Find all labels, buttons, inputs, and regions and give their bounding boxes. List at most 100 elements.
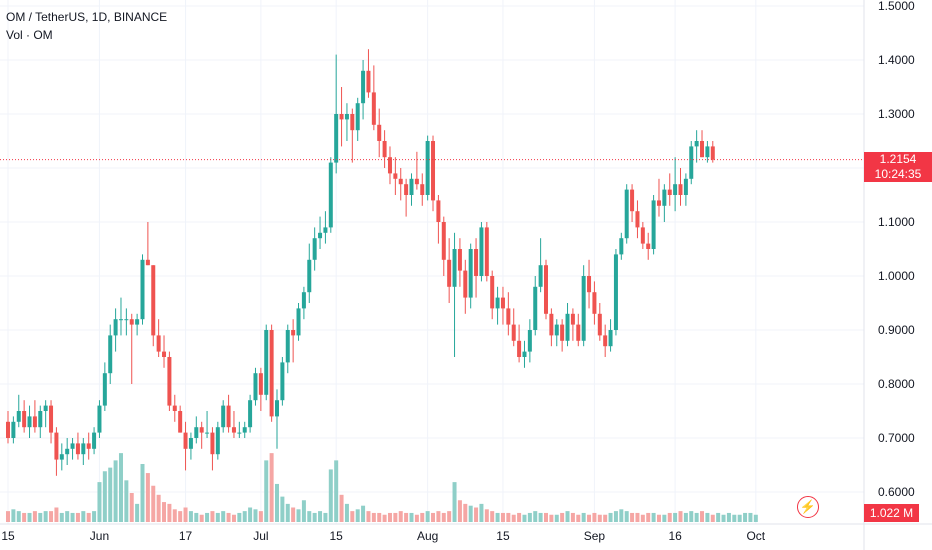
volume-bar	[608, 512, 613, 522]
volume-bar	[183, 507, 188, 522]
candle	[275, 389, 279, 449]
candle-body	[145, 259, 150, 266]
candle-body	[694, 141, 699, 147]
candle-body	[16, 411, 21, 422]
volume-bar	[743, 512, 748, 522]
candle-body	[366, 70, 371, 93]
candle-body	[140, 259, 145, 320]
time-tick-label: 15	[330, 529, 344, 543]
candle-body	[646, 243, 651, 249]
volume-bar	[538, 512, 543, 522]
volume-bar	[592, 512, 597, 522]
candle	[533, 276, 538, 336]
volume-bar	[484, 509, 489, 522]
time-tick-label: 16	[668, 529, 682, 543]
candle-body	[118, 319, 123, 321]
volume-bar	[646, 512, 651, 522]
volume-bar	[544, 512, 548, 522]
candle-body	[479, 227, 484, 276]
candle	[619, 232, 624, 260]
volume-bar	[414, 514, 419, 522]
volume-bar	[118, 453, 123, 522]
candle	[409, 173, 414, 206]
candle	[613, 249, 618, 336]
candle-body	[86, 443, 91, 449]
candle	[269, 324, 274, 422]
volume-bar	[350, 511, 355, 522]
candle	[22, 400, 27, 433]
candle	[312, 227, 317, 271]
candle-body	[420, 184, 425, 195]
candle	[425, 135, 430, 201]
candle	[258, 367, 263, 411]
volume-bar	[361, 505, 366, 522]
candle-body	[11, 421, 16, 438]
volume-bar	[382, 514, 387, 522]
candle-body	[447, 259, 452, 287]
candle-body	[490, 276, 495, 309]
volume-bar	[500, 512, 505, 522]
candle-body	[54, 432, 59, 460]
candle-body	[92, 432, 97, 449]
candle	[484, 222, 489, 282]
candle-body	[554, 324, 559, 336]
candle	[371, 65, 376, 131]
candle-body	[667, 189, 672, 195]
candle	[226, 394, 231, 433]
volume-label[interactable]: Vol · OM	[6, 28, 53, 42]
candle-body	[344, 114, 349, 120]
candle-body	[296, 308, 301, 336]
candle	[468, 243, 473, 309]
candle	[517, 324, 522, 363]
candle	[587, 259, 592, 309]
candle	[199, 421, 204, 449]
symbol-title[interactable]: OM / TetherUS, 1D, BINANCE	[6, 10, 168, 24]
volume-bar	[732, 514, 737, 522]
volume-bar	[748, 512, 753, 522]
candle	[350, 108, 355, 163]
candle-body	[32, 416, 37, 428]
candle	[285, 324, 290, 374]
volume-bar	[140, 464, 145, 522]
candle	[301, 286, 306, 320]
candle-body	[613, 254, 618, 330]
volume-bar	[656, 514, 661, 522]
candle-body	[151, 265, 156, 336]
candle-body	[221, 405, 226, 428]
volume-bar	[65, 511, 70, 522]
candle-body	[441, 222, 446, 260]
volume-bar	[312, 512, 317, 522]
candle-body	[291, 330, 296, 336]
volume-bar	[398, 511, 403, 522]
volume-bar	[560, 512, 565, 522]
candle	[86, 432, 91, 460]
lightning-icon[interactable]: ⚡	[797, 496, 819, 518]
price-tick-label: 0.7000	[878, 431, 915, 445]
candle	[70, 438, 75, 460]
candle	[576, 313, 581, 347]
time-tick-label: Jun	[90, 529, 109, 543]
candle	[694, 130, 699, 163]
candle	[565, 303, 570, 347]
candle	[377, 108, 382, 158]
volume-bar	[253, 509, 258, 522]
volume-bar	[377, 512, 382, 522]
candle	[490, 270, 495, 320]
candle-body	[231, 427, 236, 433]
candle	[6, 411, 10, 444]
volume-bar	[447, 511, 452, 522]
volume-bar	[22, 512, 27, 522]
candle	[188, 432, 193, 460]
volume-bars	[6, 453, 758, 522]
candle-body	[705, 146, 710, 158]
candle	[291, 319, 296, 363]
volume-bar	[452, 482, 457, 522]
candle-body	[156, 335, 161, 352]
candle-body	[452, 249, 457, 287]
candle-body	[167, 357, 172, 406]
volume-bar	[226, 512, 231, 522]
volume-bar	[97, 482, 102, 522]
candle-body	[651, 200, 656, 249]
candle	[538, 238, 543, 293]
candle-body	[635, 211, 640, 228]
